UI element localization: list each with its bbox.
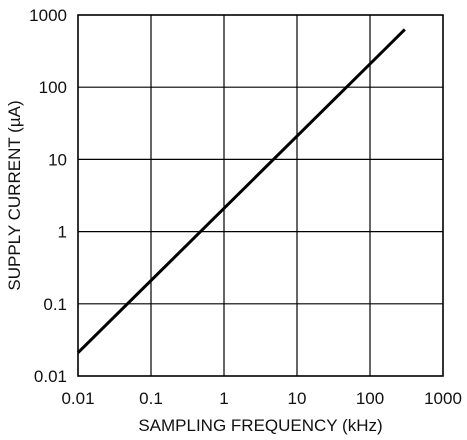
series-layer (76, 28, 406, 354)
x-tick-label: 0.1 (139, 389, 163, 408)
y-tick-label: 1000 (29, 6, 67, 25)
x-tick-labels: 0.01 0.1 1 10 100 1000 (61, 389, 461, 408)
plot-frame (77, 14, 444, 377)
x-tick-label: 1000 (424, 389, 462, 408)
x-tick-label: 10 (288, 389, 307, 408)
y-tick-labels: 0.01 0.1 1 10 100 1000 (29, 6, 67, 386)
series-line (76, 28, 406, 354)
x-tick-label: 1 (219, 389, 228, 408)
y-tick-label: 0.01 (34, 367, 67, 386)
x-tick-label: 0.01 (61, 389, 94, 408)
y-tick-label: 100 (39, 78, 67, 97)
x-tick-label: 100 (356, 389, 384, 408)
y-axis-title: SUPPLY CURRENT (µA) (5, 100, 24, 290)
y-tick-label: 0.1 (43, 295, 67, 314)
y-tick-label: 1 (58, 223, 67, 242)
x-axis-title: SAMPLING FREQUENCY (kHz) (138, 416, 382, 435)
grid (78, 15, 443, 376)
y-tick-label: 10 (48, 150, 67, 169)
